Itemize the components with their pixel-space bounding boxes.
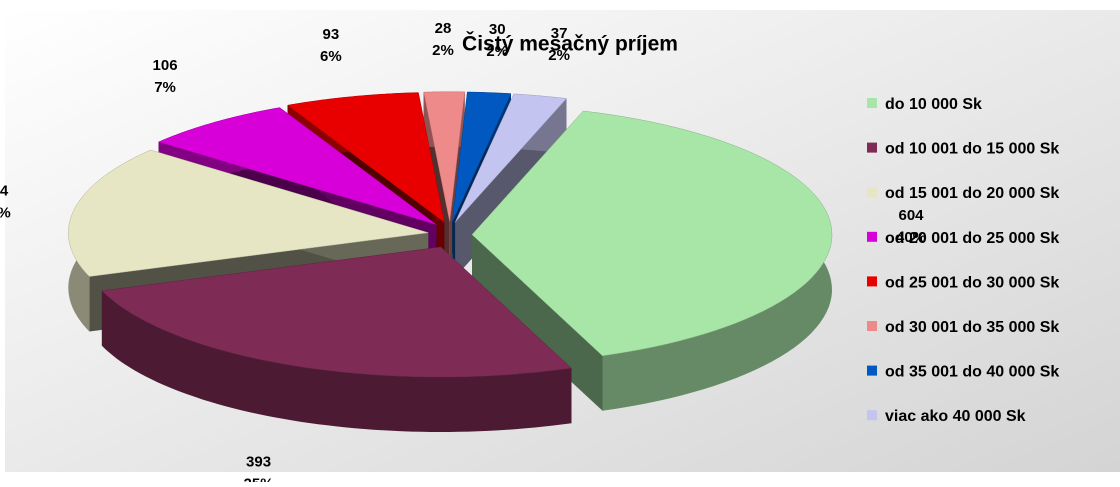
legend-swatch bbox=[867, 410, 877, 421]
data-label: 2% bbox=[486, 43, 508, 60]
legend-swatch bbox=[867, 321, 877, 331]
legend-label: od 25 001 do 30 000 Sk bbox=[885, 274, 1059, 291]
legend-swatch bbox=[867, 98, 877, 108]
slice-top bbox=[471, 110, 833, 357]
slice-top bbox=[68, 149, 429, 277]
slice-top bbox=[286, 92, 445, 223]
legend-label: do 10 000 Sk bbox=[885, 96, 982, 113]
slice-top bbox=[423, 91, 465, 222]
data-label: 254 bbox=[0, 182, 9, 199]
slice-top bbox=[157, 107, 437, 225]
data-label: 2% bbox=[548, 47, 570, 64]
legend-swatch bbox=[867, 142, 877, 153]
chart-title: Čistý mesačný príjem bbox=[462, 32, 678, 56]
legend-label: od 15 001 do 20 000 Sk bbox=[885, 185, 1059, 202]
data-label: 7% bbox=[154, 79, 176, 96]
data-label: 93 bbox=[323, 26, 340, 43]
legend: do 10 000 Sk od 10 001 do 15 000 Sk od 15 … bbox=[867, 96, 1059, 425]
pie: 604 40% 393 25% 254 16% 106 7% 93 6% 28 2% 30 2% 37 2% bbox=[0, 20, 926, 487]
data-label: 2% bbox=[432, 42, 454, 59]
data-label: 40% bbox=[896, 229, 926, 246]
data-label: 25% bbox=[244, 475, 274, 482]
slice-top bbox=[454, 93, 568, 223]
slice-top bbox=[452, 91, 512, 223]
slice-top bbox=[101, 246, 572, 378]
data-label: 6% bbox=[320, 48, 342, 65]
legend-swatch bbox=[867, 187, 877, 198]
legend-swatch bbox=[867, 276, 877, 287]
slice bbox=[101, 246, 572, 432]
legend-swatch bbox=[867, 231, 877, 242]
data-label: 106 bbox=[153, 57, 178, 74]
slice-side bbox=[101, 290, 572, 432]
data-label: 16% bbox=[0, 204, 11, 221]
legend-swatch bbox=[867, 365, 877, 376]
legend-label: od 10 001 do 15 000 Sk bbox=[885, 141, 1059, 158]
legend-label: od 20 001 do 25 000 Sk bbox=[885, 230, 1059, 247]
data-label: 28 bbox=[435, 20, 452, 37]
data-label: 30 bbox=[489, 21, 506, 38]
data-label: 604 bbox=[898, 207, 924, 224]
data-label: 37 bbox=[551, 25, 568, 42]
legend-label: od 35 001 do 40 000 Sk bbox=[885, 364, 1059, 381]
data-label: 393 bbox=[246, 453, 271, 470]
legend-label: viac ako 40 000 Sk bbox=[885, 408, 1026, 425]
legend-label: od 30 001 do 35 000 Sk bbox=[885, 319, 1059, 336]
